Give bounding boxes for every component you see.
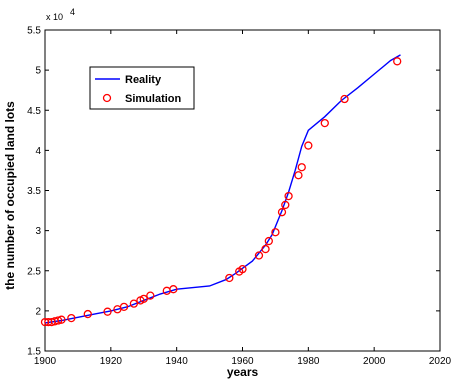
legend-marker-simulation <box>102 93 112 103</box>
x-tick-label: 1960 <box>231 356 254 367</box>
simulation-point <box>238 264 247 274</box>
y-tick-label: 4 <box>35 146 41 157</box>
x-tick-label: 2000 <box>363 356 386 367</box>
simulation-point <box>67 313 76 323</box>
simulation-point <box>146 291 155 300</box>
simulation-point <box>340 94 349 104</box>
y-tick-label: 3.5 <box>27 186 41 197</box>
x-axis-title: years <box>227 365 259 379</box>
simulation-point <box>103 307 112 316</box>
simulation-point <box>57 315 66 324</box>
y-tick-label: 3 <box>35 226 41 237</box>
simulation-point <box>277 208 287 217</box>
simulation-point <box>83 309 92 319</box>
plot-area: 1900 1920 1940 1960 1980 2000 2020 1.5 2 2.5 3 3.5 4… <box>3 7 452 379</box>
y-tick-label: 2 <box>35 306 41 317</box>
x-tick-label: 1920 <box>100 356 123 367</box>
y-tick-label: 2.5 <box>27 266 41 277</box>
simulation-point <box>271 228 280 237</box>
y-tick-label: 5.5 <box>27 26 41 37</box>
simulation-point <box>139 294 148 303</box>
simulation-point <box>297 163 306 172</box>
y-tick-label: 4.5 <box>27 106 41 117</box>
y-multiplier-exponent: 4 <box>70 7 75 17</box>
x-tick-label: 1980 <box>297 356 320 367</box>
simulation-point <box>129 299 139 308</box>
simulation-point <box>320 118 329 128</box>
x-tick-label: 2020 <box>429 356 452 367</box>
simulation-point <box>264 236 273 246</box>
legend-label-reality: Reality <box>125 74 162 86</box>
simulation-point <box>261 244 270 254</box>
simulation-point <box>304 141 313 150</box>
simulation-point <box>119 302 129 312</box>
simulation-point <box>225 273 234 283</box>
x-tick-label: 1940 <box>166 356 189 367</box>
simulation-point <box>284 191 293 201</box>
simulation-point <box>294 171 303 180</box>
simulation-point <box>54 316 63 325</box>
simulation-point <box>254 251 264 260</box>
y-multiplier: x 10 <box>46 12 63 22</box>
simulation-point <box>281 200 290 210</box>
simulation-point <box>393 57 402 66</box>
simulation-point <box>169 285 178 294</box>
x-tick-label: 1900 <box>34 356 57 367</box>
y-tick-label: 1.5 <box>27 347 41 358</box>
y-tick-label: 5 <box>35 66 41 77</box>
legend-label-simulation: Simulation <box>125 93 182 105</box>
y-axis-title: the number of occupied land lots <box>3 101 17 290</box>
